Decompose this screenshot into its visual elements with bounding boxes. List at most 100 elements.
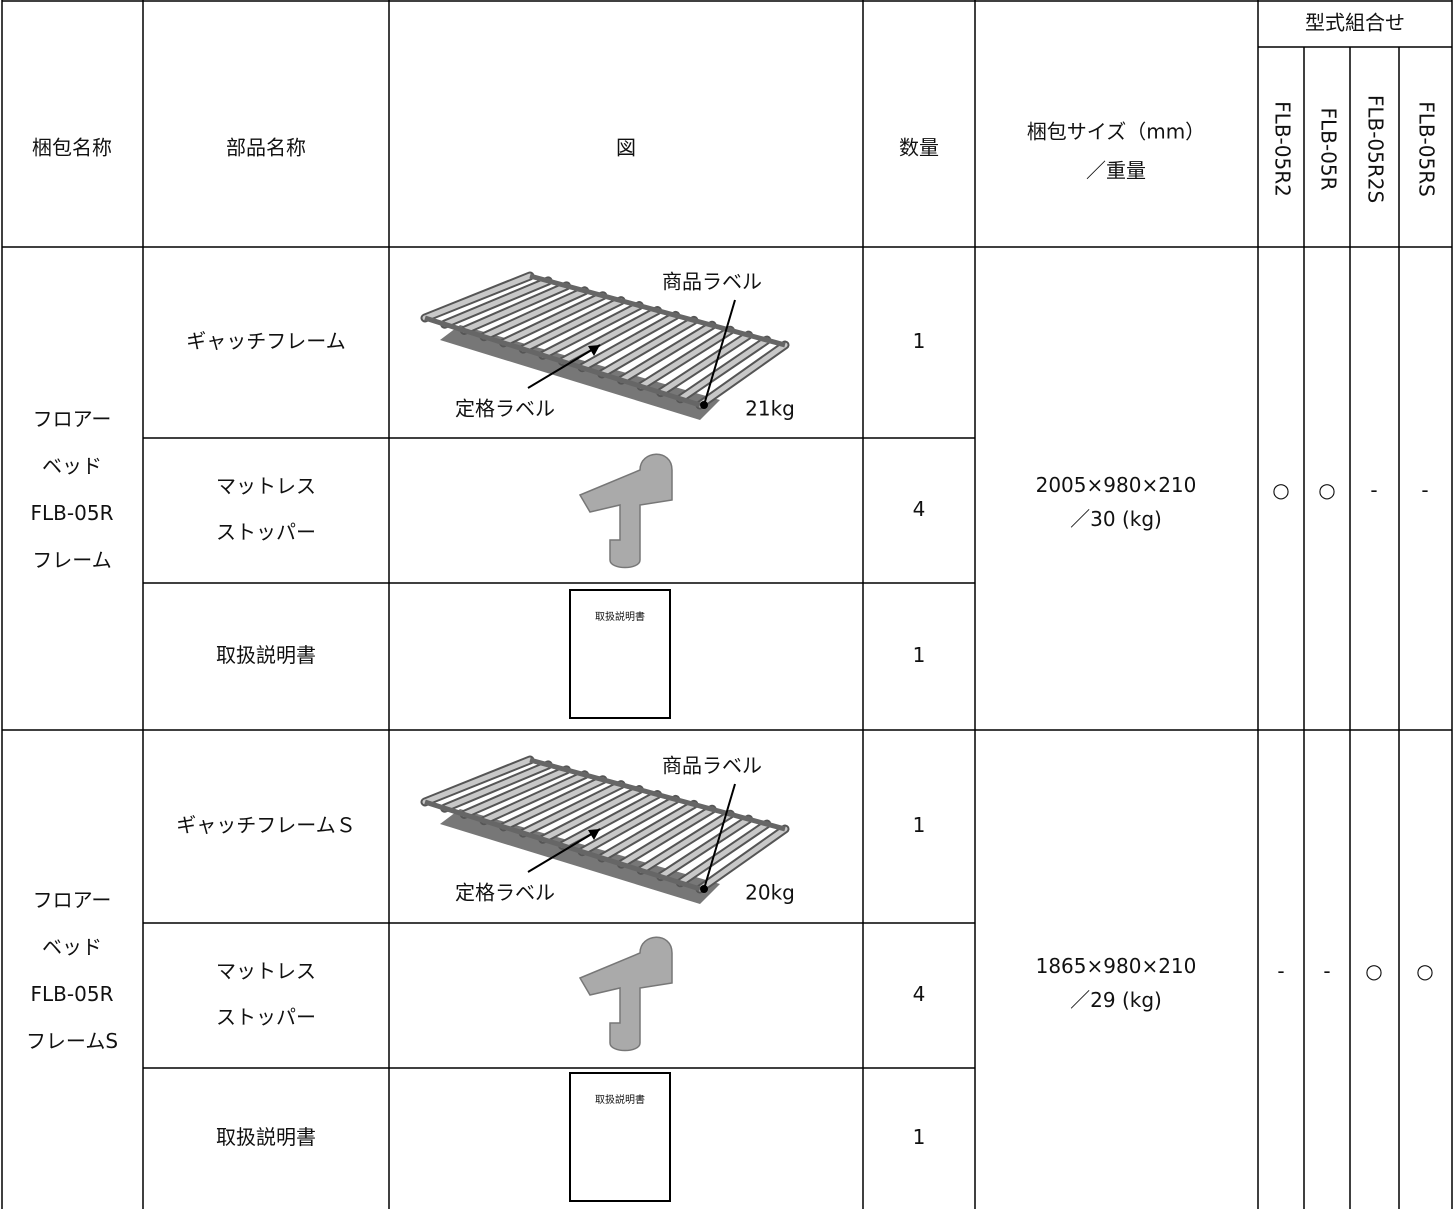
frame-slat <box>599 801 697 861</box>
part-name: ストッパー <box>216 1005 316 1029</box>
package-name: フレーム <box>32 548 111 572</box>
frame-slat <box>422 273 533 321</box>
frame-slat <box>579 312 679 371</box>
part-name: 取扱説明書 <box>216 1125 316 1149</box>
frame-slat <box>422 757 533 805</box>
frame-base <box>440 809 720 904</box>
manual-figure <box>569 1072 671 1202</box>
callout-label: 20kg <box>745 881 795 905</box>
part-name: ギャッチフレーム <box>186 329 345 353</box>
callout-label: 定格ラベル <box>455 881 555 905</box>
part-name: マットレス <box>216 474 316 498</box>
quantity: 4 <box>913 497 926 521</box>
model-header: FLB-05R2 <box>1271 101 1295 197</box>
package-name: FLB-05R <box>31 982 114 1006</box>
manual-cover-text: 取扱説明書 <box>595 610 645 623</box>
model-header: FLB-05R2S <box>1364 95 1388 203</box>
header-cell: 数量 <box>899 136 939 160</box>
frame-slat <box>697 342 788 408</box>
frame-slat <box>442 762 551 811</box>
package-size: 2005×980×210 <box>1036 473 1197 497</box>
model-header: FLB-05RS <box>1415 101 1439 197</box>
package-name: FLB-05R <box>31 501 114 525</box>
package-name: フレームS <box>26 1029 118 1053</box>
compat-mark: ○ <box>1416 959 1433 983</box>
package-weight: ／29 (kg) <box>1070 988 1162 1012</box>
callout-label: 商品ラベル <box>662 270 762 294</box>
leader <box>703 783 736 890</box>
package-name: フロアー <box>33 407 112 431</box>
frame-slat <box>520 298 624 352</box>
quantity: 1 <box>913 813 926 837</box>
frame-rail <box>529 273 786 348</box>
leader <box>527 828 601 873</box>
leader-arrow <box>588 829 600 840</box>
frame-slat <box>697 826 788 892</box>
package-size: 1865×980×210 <box>1036 954 1197 978</box>
callout-label: 21kg <box>745 397 795 421</box>
package-weight: ／30 (kg) <box>1070 507 1162 531</box>
compat-mark: ○ <box>1272 478 1289 502</box>
compat-mark: - <box>1277 959 1284 983</box>
frame-slat <box>658 332 752 396</box>
frame-slat <box>677 821 770 886</box>
part-name: マットレス <box>216 959 316 983</box>
frame-rail <box>424 315 701 408</box>
leader-dot <box>700 401 708 409</box>
frame-slat <box>579 796 679 855</box>
header-cell: ／重量 <box>1086 159 1146 183</box>
header-cell: 梱包名称 <box>32 136 112 160</box>
callout-label: 商品ラベル <box>662 754 762 778</box>
manual-cover-text: 取扱説明書 <box>595 1093 645 1106</box>
frame-slat <box>520 782 624 836</box>
frame-slat <box>560 792 660 848</box>
part-name: ストッパー <box>216 520 316 544</box>
model-header: FLB-05R <box>1317 108 1341 191</box>
package-name: フロアー <box>33 888 112 912</box>
stopper-figure <box>578 936 673 1052</box>
callout-label: 定格ラベル <box>455 397 555 421</box>
frame-slat <box>618 806 715 867</box>
frame-slat <box>501 293 606 346</box>
frame-slat <box>540 303 642 358</box>
frame-slat <box>501 777 606 830</box>
compat-mark: - <box>1370 478 1377 502</box>
frame-base <box>440 325 720 420</box>
quantity: 1 <box>913 1125 926 1149</box>
part-name: ギャッチフレームＳ <box>176 813 355 837</box>
frame-slat <box>658 816 752 880</box>
package-name: ベッド <box>42 935 102 959</box>
frame-slat <box>461 767 569 817</box>
frame-slat <box>481 772 588 824</box>
leader <box>527 344 601 389</box>
package-name: ベッド <box>42 454 102 478</box>
frame-rail <box>529 757 786 832</box>
manual-figure <box>569 589 671 719</box>
frame-slat <box>677 337 770 402</box>
header-cell: 型式組合せ <box>1305 11 1405 35</box>
frame-slat <box>481 288 588 340</box>
quantity: 4 <box>913 982 926 1006</box>
quantity: 1 <box>913 643 926 667</box>
compat-mark: - <box>1421 478 1428 502</box>
frame-slat <box>638 811 733 873</box>
header-cell: 部品名称 <box>226 136 306 160</box>
stopper-figure <box>578 453 673 569</box>
frame-slat <box>599 317 697 377</box>
compat-mark: ○ <box>1318 478 1335 502</box>
leader <box>703 299 736 406</box>
leader-arrow <box>588 345 600 356</box>
header-cell: 梱包サイズ（mm） <box>1027 120 1205 144</box>
compat-mark: ○ <box>1365 959 1382 983</box>
leader-dot <box>700 885 708 893</box>
compat-mark: - <box>1323 959 1330 983</box>
frame-slat <box>560 308 660 364</box>
header-cell: 図 <box>616 136 636 160</box>
frame-slat <box>540 787 642 842</box>
part-name: 取扱説明書 <box>216 643 316 667</box>
frame-slat <box>638 327 733 389</box>
quantity: 1 <box>913 329 926 353</box>
frame-slat <box>442 278 551 327</box>
